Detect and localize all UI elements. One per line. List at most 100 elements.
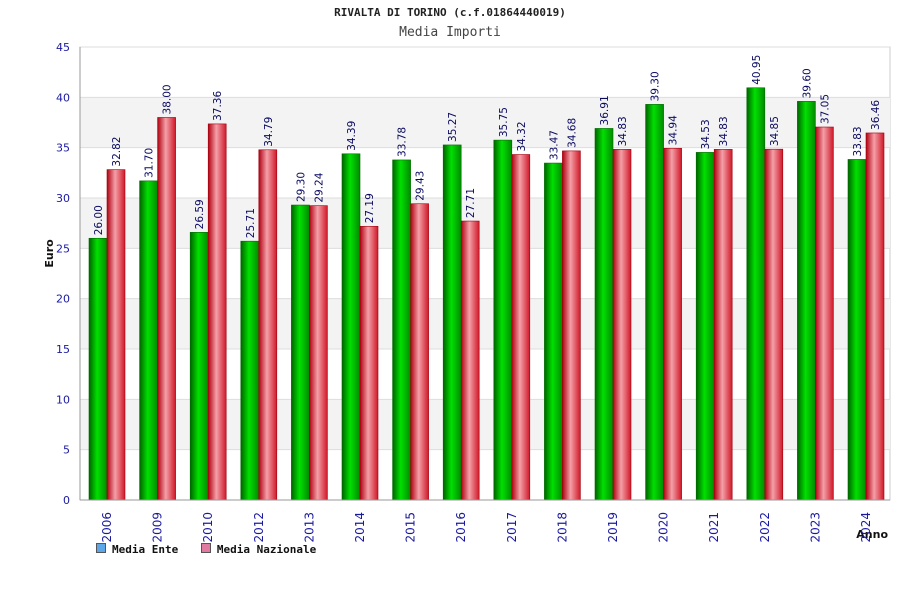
bar-media-ente (695, 152, 715, 501)
data-label: 38.00 (162, 84, 174, 114)
bar-media-ente (594, 128, 614, 501)
bar-media-ente (341, 153, 361, 501)
data-label: 37.36 (212, 91, 224, 121)
data-label: 29.43 (415, 171, 427, 201)
data-label: 37.05 (819, 94, 831, 124)
legend-label-ente: Media Ente (112, 543, 179, 556)
x-tick-label: 2017 (505, 512, 519, 543)
bar-media-ente (544, 162, 563, 501)
bar-media-ente (189, 232, 209, 501)
data-label: 26.59 (194, 199, 206, 229)
data-label: 34.85 (769, 116, 781, 146)
bar-media-nazionale (309, 205, 328, 501)
bar-media-ente (240, 240, 260, 501)
chart-title: RIVALTA DI TORINO (c.f.01864440019) (334, 6, 566, 19)
bar-media-nazionale (359, 225, 379, 501)
x-tick-label: 2010 (201, 512, 215, 543)
x-tick-label: 2006 (100, 512, 114, 543)
bar-media-ente (746, 87, 766, 501)
legend-label-nazionale: Media Nazionale (216, 543, 317, 556)
data-label: 33.47 (548, 130, 560, 160)
data-label: 36.91 (599, 95, 611, 125)
bar-media-nazionale (207, 123, 227, 501)
x-tick-label: 2014 (353, 512, 367, 543)
data-label: 40.95 (751, 55, 763, 85)
x-tick-label: 2018 (555, 512, 569, 543)
bar-media-nazionale (663, 147, 682, 501)
bar-media-ente (797, 101, 816, 501)
y-tick-label: 30 (56, 192, 70, 205)
x-tick-label: 2022 (758, 512, 772, 543)
data-label: 34.32 (516, 121, 528, 151)
bar-media-ente (442, 144, 462, 501)
x-tick-label: 2015 (404, 512, 418, 543)
x-tick-label: 2024 (859, 512, 873, 543)
bar-media-nazionale (815, 126, 834, 501)
y-tick-label: 35 (56, 142, 70, 155)
data-label: 33.83 (852, 126, 864, 156)
bar-media-nazionale (106, 169, 126, 501)
bar-media-nazionale (157, 117, 176, 501)
legend-item-nazionale: Media Nazionale (200, 543, 317, 556)
data-label: 26.00 (93, 205, 105, 235)
data-label: 39.60 (801, 68, 813, 98)
legend-swatch-nazionale (200, 543, 211, 553)
bar-media-ente (139, 180, 158, 501)
bar-media-ente (392, 159, 411, 501)
bar-media-nazionale (460, 220, 480, 501)
x-tick-label: 2009 (151, 512, 165, 543)
bar-media-nazionale (562, 150, 581, 501)
y-tick-label: 5 (63, 444, 70, 457)
data-label: 33.78 (397, 127, 409, 157)
data-label: 27.19 (364, 193, 376, 223)
x-tick-label: 2016 (454, 512, 468, 543)
x-tick-label: 2020 (657, 512, 671, 543)
data-label: 32.82 (111, 137, 123, 167)
y-tick-label: 45 (56, 41, 70, 54)
chart-subtitle: Media Importi (399, 25, 501, 40)
y-tick-label: 25 (56, 242, 70, 255)
y-tick-label: 20 (56, 293, 70, 306)
data-label: 29.24 (313, 172, 325, 202)
x-axis-label: Anno (856, 528, 888, 541)
x-tick-label: 2019 (606, 512, 620, 543)
y-tick-label: 0 (63, 494, 70, 507)
bar-media-ente (645, 104, 664, 501)
data-label: 35.75 (498, 107, 510, 137)
legend: Media Ente Media Nazionale (96, 543, 332, 556)
data-label: 34.39 (346, 121, 358, 151)
data-label: 34.53 (700, 119, 712, 149)
data-label: 34.68 (566, 118, 578, 148)
bar-media-ente (291, 204, 310, 501)
data-label: 34.94 (668, 115, 680, 145)
bar-media-ente (88, 237, 108, 501)
data-label: 39.30 (650, 71, 662, 101)
data-label: 29.30 (295, 172, 307, 202)
legend-swatch-ente (96, 543, 106, 553)
data-label: 36.46 (870, 100, 882, 130)
bar-media-nazionale (764, 148, 784, 501)
y-tick-label: 40 (56, 91, 70, 104)
bar-media-nazionale (258, 149, 278, 501)
data-label: 35.27 (447, 112, 459, 142)
bar-media-nazionale (865, 132, 885, 501)
bar-media-nazionale (511, 154, 531, 501)
bar-media-nazionale (612, 149, 632, 501)
bar-media-nazionale (713, 149, 733, 501)
data-label: 27.71 (465, 188, 477, 218)
x-tick-label: 2013 (302, 512, 316, 543)
bar-media-nazionale (410, 203, 429, 501)
x-tick-label: 2012 (252, 512, 266, 543)
data-label: 25.71 (245, 208, 257, 238)
x-tick-label: 2021 (707, 512, 721, 543)
y-tick-label: 10 (56, 393, 70, 406)
y-axis-label: Euro (43, 239, 56, 268)
data-label: 31.70 (144, 148, 156, 178)
bar-media-ente (493, 139, 513, 501)
data-label: 34.79 (263, 117, 275, 147)
bar-media-ente (847, 159, 867, 501)
x-tick-label: 2023 (808, 512, 822, 543)
y-tick-label: 15 (56, 343, 70, 356)
